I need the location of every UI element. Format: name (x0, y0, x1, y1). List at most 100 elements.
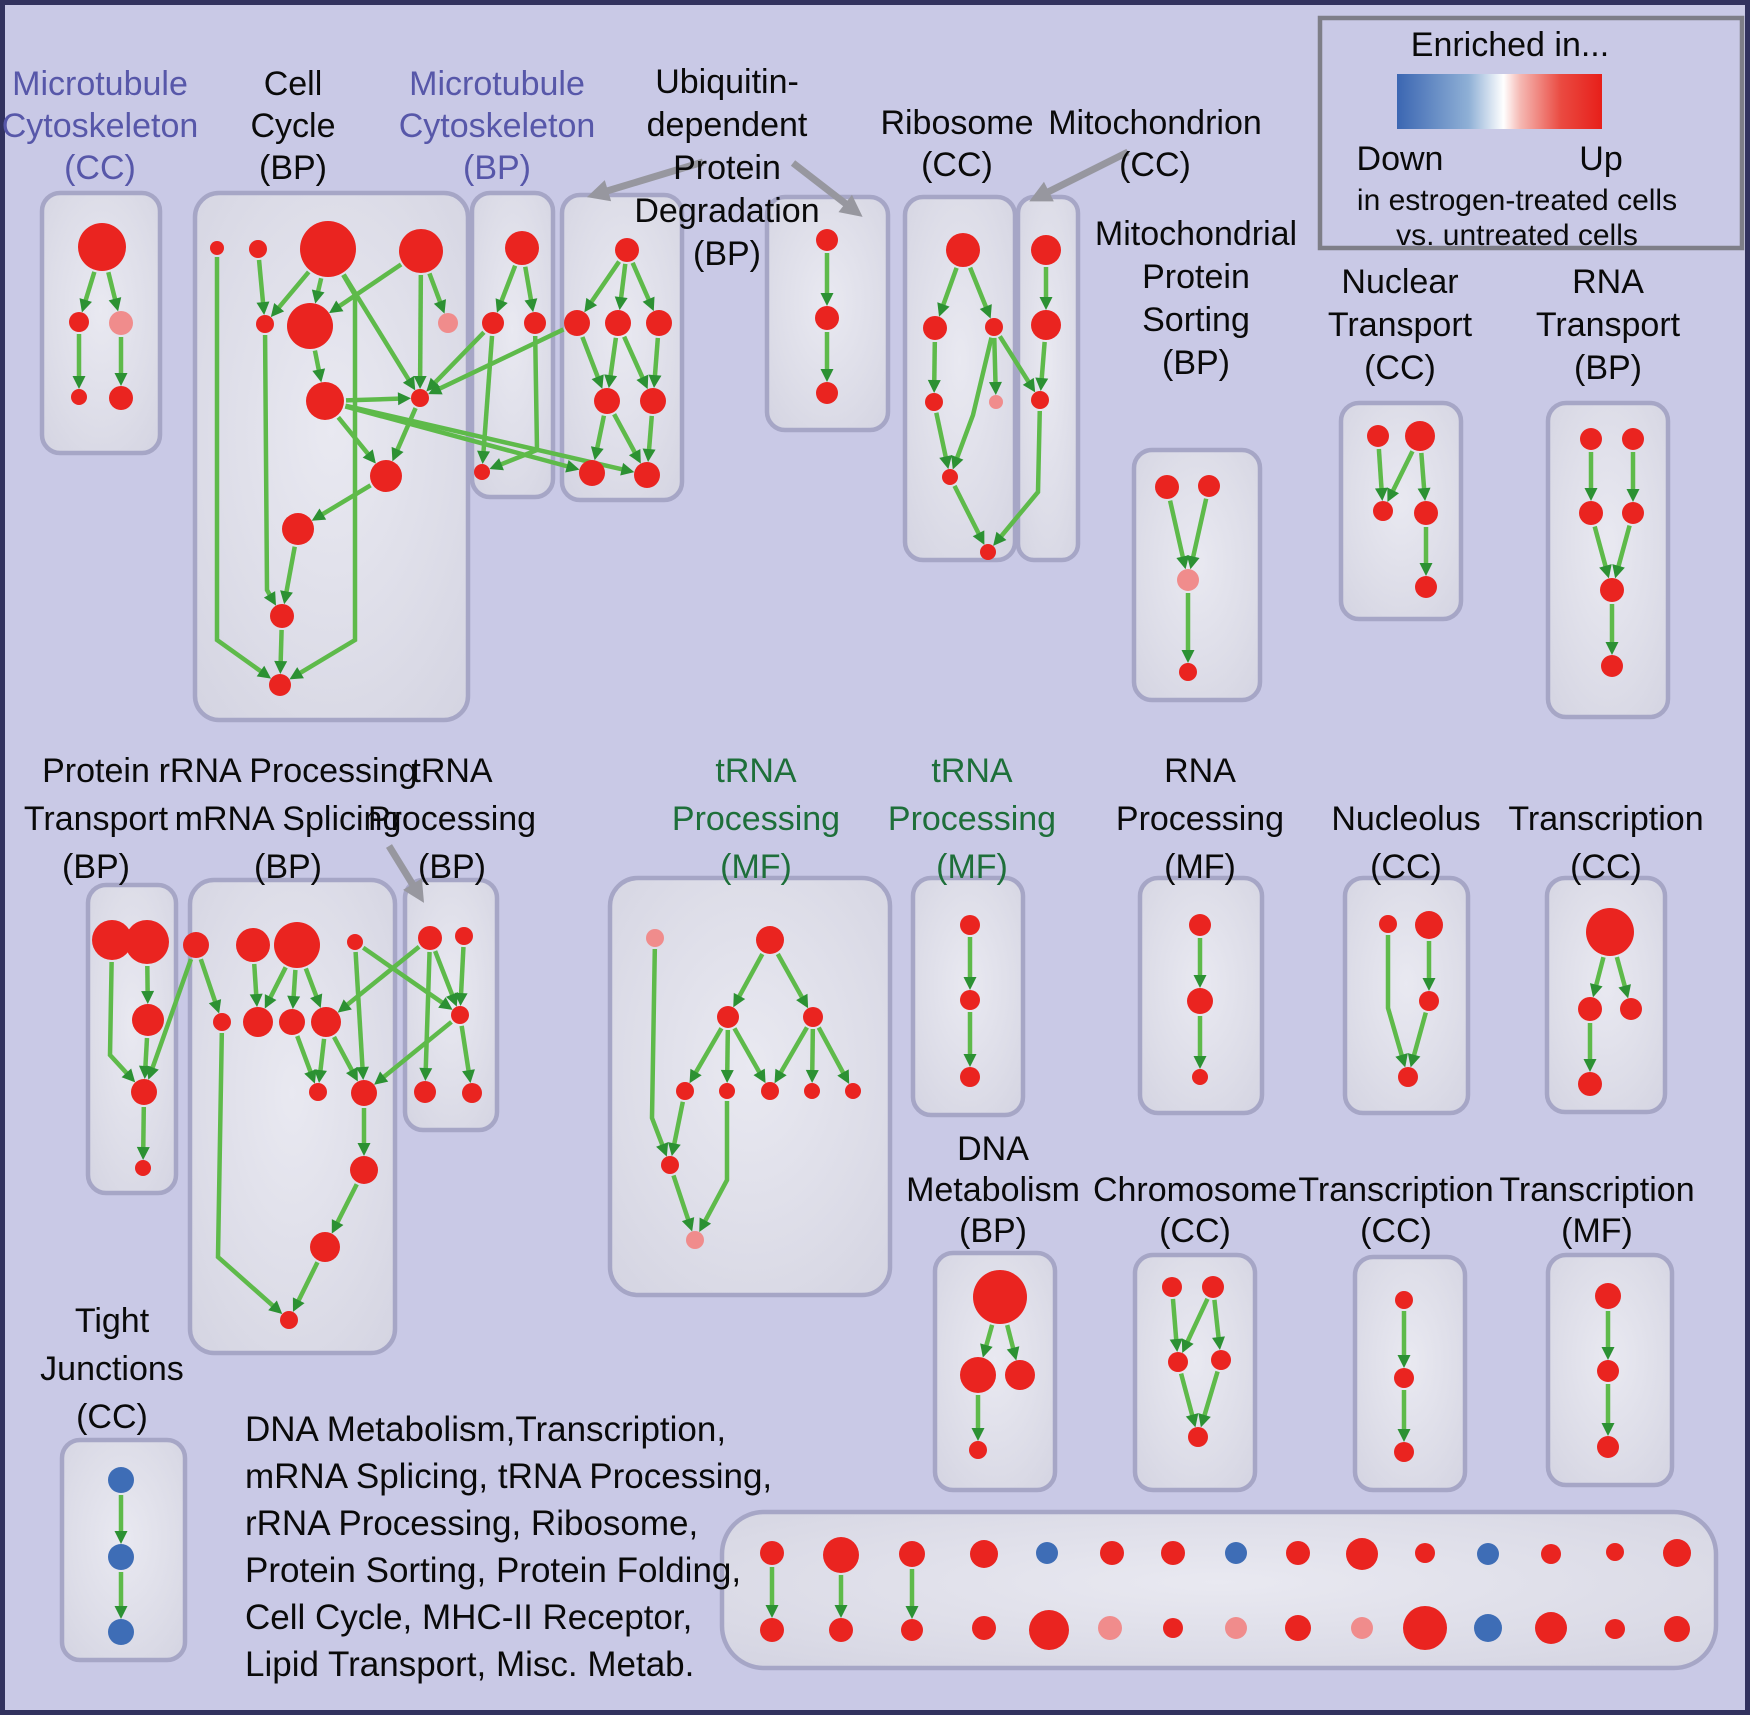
edge-t1-t2 (454, 946, 468, 1007)
go-node-tj1-blue (108, 1544, 134, 1570)
go-node-e0-red (1395, 1291, 1413, 1309)
go-node-l11-red (310, 1232, 340, 1262)
edge-k0-k3 (107, 961, 136, 1083)
go-node-z7a-blue (1225, 1542, 1247, 1564)
go-node-h0-red (1155, 475, 1179, 499)
cluster-label-mtbp: Microtubule Cytoskeleton (BP) (399, 65, 596, 187)
edge-l0-k3 (146, 958, 194, 1080)
go-node-q2-red (1419, 991, 1439, 1011)
go-node-b2-red (300, 221, 356, 277)
go-node-o0-red (960, 915, 980, 935)
go-node-b7-red (306, 382, 344, 420)
legend-down-label: Down (1357, 140, 1444, 178)
go-node-b5-red (287, 303, 333, 349)
edge-t0-t3 (419, 951, 433, 1082)
go-node-z5a-red (1100, 1541, 1124, 1565)
edge-t2-t4 (459, 1025, 475, 1084)
edge-b5-b7 (312, 350, 326, 383)
go-node-b4-red (256, 315, 274, 333)
go-node-g2-red (1031, 391, 1049, 409)
go-node-b11-red (270, 604, 294, 628)
go-node-n10-pink (686, 1231, 704, 1249)
edge-k3-k4 (136, 1106, 150, 1161)
go-node-d0-red (973, 1270, 1027, 1324)
edge-b10-b11 (280, 546, 297, 605)
edge-r3-r5 (934, 412, 952, 470)
edge-r0-r1 (937, 267, 959, 317)
go-node-b1-red (249, 240, 267, 258)
go-node-h2-pink (1177, 569, 1199, 591)
cluster-label-pt: Protein Transport (BP) (24, 752, 169, 886)
edge-n1-n2 (733, 952, 765, 1008)
go-node-j5-red (1601, 655, 1623, 677)
go-node-n3-red (803, 1007, 823, 1027)
edge-r2-r4 (988, 337, 1002, 396)
go-node-i4-red (1415, 576, 1437, 598)
go-node-l9-red (351, 1080, 377, 1106)
edge-n4-n9 (668, 1101, 686, 1157)
go-node-n0-pink (646, 929, 664, 947)
go-node-d1-red (960, 1357, 996, 1393)
go-node-tj0-blue (108, 1467, 134, 1493)
go-node-l10-red (350, 1156, 378, 1184)
edge-u3-u5 (648, 337, 662, 389)
edge-u4-u6 (590, 415, 607, 461)
edge-n2-n5 (720, 1029, 734, 1084)
go-node-rc2-red (1620, 998, 1642, 1020)
go-node-l4-red (213, 1013, 231, 1031)
go-node-z14b-red (1664, 1616, 1690, 1642)
go-node-n8-red (845, 1083, 861, 1099)
edge-i1-i3 (1417, 452, 1431, 502)
edge-u2-u4 (604, 337, 619, 389)
edge-l7-l8 (314, 1038, 327, 1084)
edge-r1-r3 (927, 341, 941, 394)
cluster-label-rnaproc: RNA Processing (MF) (1116, 752, 1284, 886)
edge-n0-n9 (649, 948, 669, 1157)
cluster-label-mito: Mitochondrion (CC) (1048, 104, 1262, 184)
go-node-z3a-red (970, 1540, 998, 1568)
go-node-z1b-red (829, 1618, 853, 1642)
edge-m0-m1 (495, 264, 518, 313)
go-node-j4-red (1600, 578, 1624, 602)
legend-gradient-bar (1397, 74, 1602, 129)
go-node-o1-red (960, 990, 980, 1010)
edge-k2-k3 (138, 1037, 152, 1080)
edge-t2-l9 (374, 1020, 453, 1085)
go-node-i2-red (1373, 501, 1393, 521)
go-node-f0-red (1595, 1283, 1621, 1309)
edge-b8-b9 (391, 407, 418, 462)
edge-i0-i2 (1374, 448, 1388, 502)
go-node-z10a-red (1415, 1543, 1435, 1563)
cluster-label-dnamet: DNA Metabolism (BP) (906, 1130, 1080, 1250)
edge-u0-u2 (614, 263, 628, 311)
misc-terms-text: DNA Metabolism,Transcription, mRNA Splici… (245, 1410, 772, 1684)
edge-l2-l7 (303, 967, 323, 1008)
go-node-z8a-red (1286, 1541, 1310, 1565)
go-node-i0-red (1367, 425, 1389, 447)
edge-d0-d2 (1005, 1324, 1020, 1361)
legend-box (1317, 15, 1745, 251)
edge-b4-b11 (262, 334, 277, 606)
go-node-z12a-red (1541, 1544, 1561, 1564)
go-node-u0-red (615, 238, 639, 262)
go-node-z0a-red (760, 1541, 784, 1565)
edge-n9-n10 (671, 1174, 695, 1232)
edge-c2-c4 (1178, 1373, 1199, 1428)
go-node-b12-red (269, 674, 291, 696)
edge-b7-b8 (345, 392, 412, 406)
go-node-l2-red (274, 922, 320, 968)
edge-l1-l5 (249, 963, 263, 1008)
go-node-l0-red (183, 932, 209, 958)
go-node-a4-red (109, 386, 133, 410)
edge-u1-b8 (428, 327, 565, 395)
go-node-j0-red (1580, 428, 1602, 450)
go-node-l5-red (243, 1007, 273, 1037)
go-node-c3-red (1211, 1350, 1231, 1370)
go-node-rc3-red (1578, 1072, 1602, 1096)
edge-b11-b12 (274, 629, 288, 675)
go-node-r4-pink (989, 395, 1003, 409)
pointer-arrow-to-trnabp-box (386, 844, 425, 903)
go-node-z9b-pink (1351, 1617, 1373, 1639)
go-node-k1-red (125, 920, 169, 964)
edge-rc0-rc1 (1589, 956, 1606, 998)
